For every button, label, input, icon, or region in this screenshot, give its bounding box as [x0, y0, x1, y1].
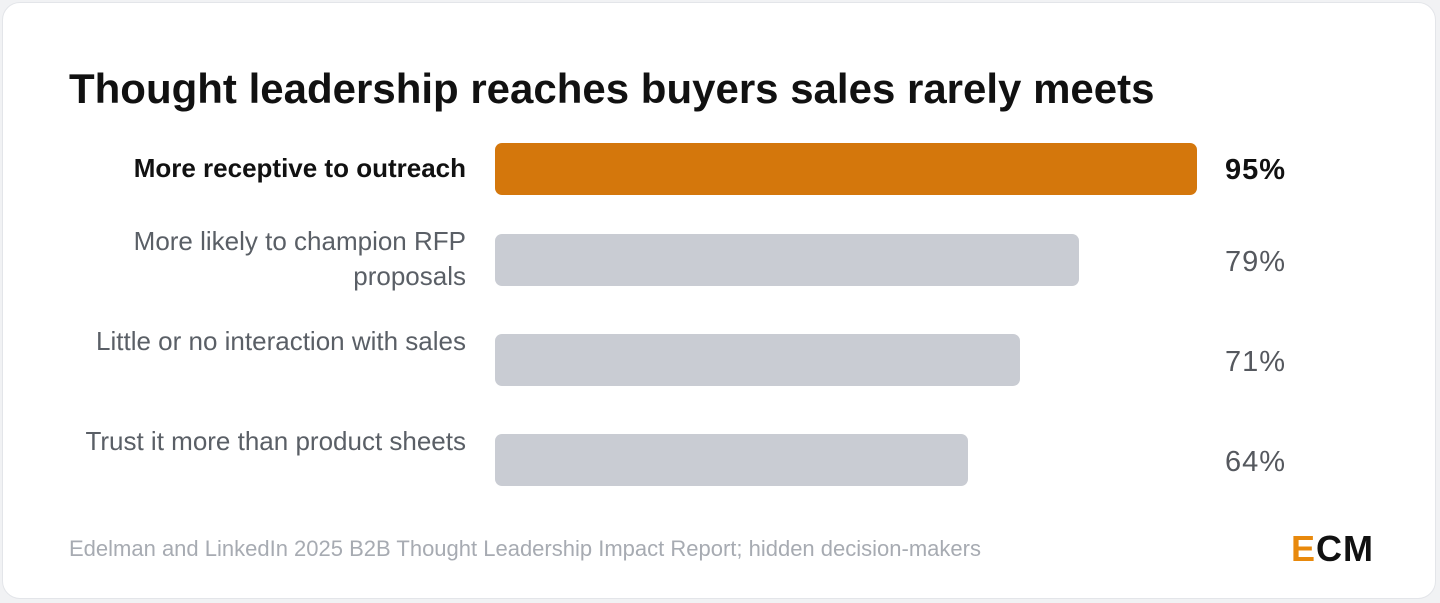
chart-title: Thought leadership reaches buyers sales … — [69, 65, 1155, 112]
category-label: Trust it more than product sheets — [85, 426, 466, 456]
category-label: More likely to champion RFP proposals — [133, 226, 466, 291]
logo-letters-cm: CM — [1316, 528, 1375, 569]
value-label: 64% — [1225, 446, 1287, 478]
bar — [495, 143, 1197, 195]
ecm-logo: ECM — [1291, 529, 1374, 569]
bar — [495, 434, 968, 486]
bar — [495, 334, 1020, 386]
value-label: 95% — [1225, 154, 1287, 186]
category-label: More receptive to outreach — [133, 153, 466, 183]
bar — [495, 234, 1079, 286]
category-label: Little or no interaction with sales — [96, 326, 466, 356]
chart-source: Edelman and LinkedIn 2025 B2B Thought Le… — [69, 536, 981, 561]
value-label: 71% — [1225, 346, 1287, 378]
logo-letter-e: E — [1291, 528, 1317, 569]
value-label: 79% — [1225, 246, 1287, 278]
